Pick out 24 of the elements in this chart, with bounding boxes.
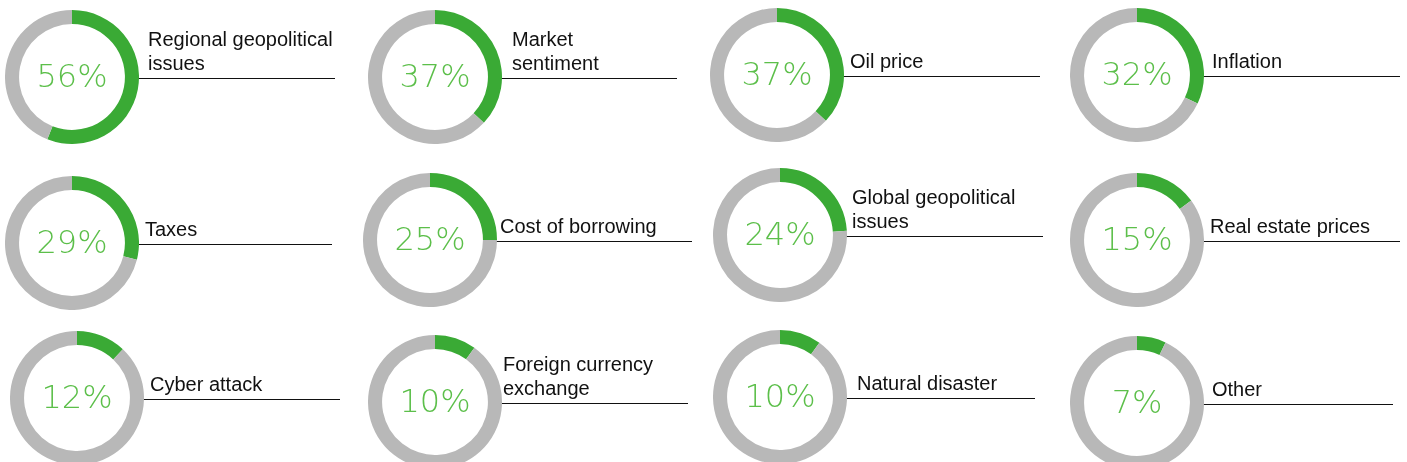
text: Global geopolitical issues xyxy=(852,185,1017,233)
data-label: 29% xyxy=(36,223,108,262)
data-label: 37% xyxy=(741,55,813,94)
data-label: 10% xyxy=(399,382,471,421)
data-label: 37% xyxy=(399,57,471,96)
text: Oil price xyxy=(850,49,925,73)
data-label: 25% xyxy=(394,220,466,259)
text: Real estate prices xyxy=(1210,214,1372,238)
text: Taxes xyxy=(145,217,199,241)
text: Foreign currency exchange xyxy=(503,352,655,400)
data-label: 7% xyxy=(1111,383,1163,422)
text: Inflation xyxy=(1212,49,1284,73)
text: Natural disaster xyxy=(857,371,999,395)
text: Other xyxy=(1212,377,1264,401)
data-label: 32% xyxy=(1101,55,1173,94)
data-label: 12% xyxy=(41,378,113,417)
data-label: 56% xyxy=(36,57,108,96)
text: Cyber attack xyxy=(150,372,264,396)
data-label: 10% xyxy=(744,377,816,416)
text: Market sentiment xyxy=(512,27,600,75)
data-label: 15% xyxy=(1101,220,1173,259)
data-label: 24% xyxy=(744,215,816,254)
text: Regional geopolitical issues xyxy=(148,27,334,75)
text: Cost of borrowing xyxy=(500,214,658,238)
